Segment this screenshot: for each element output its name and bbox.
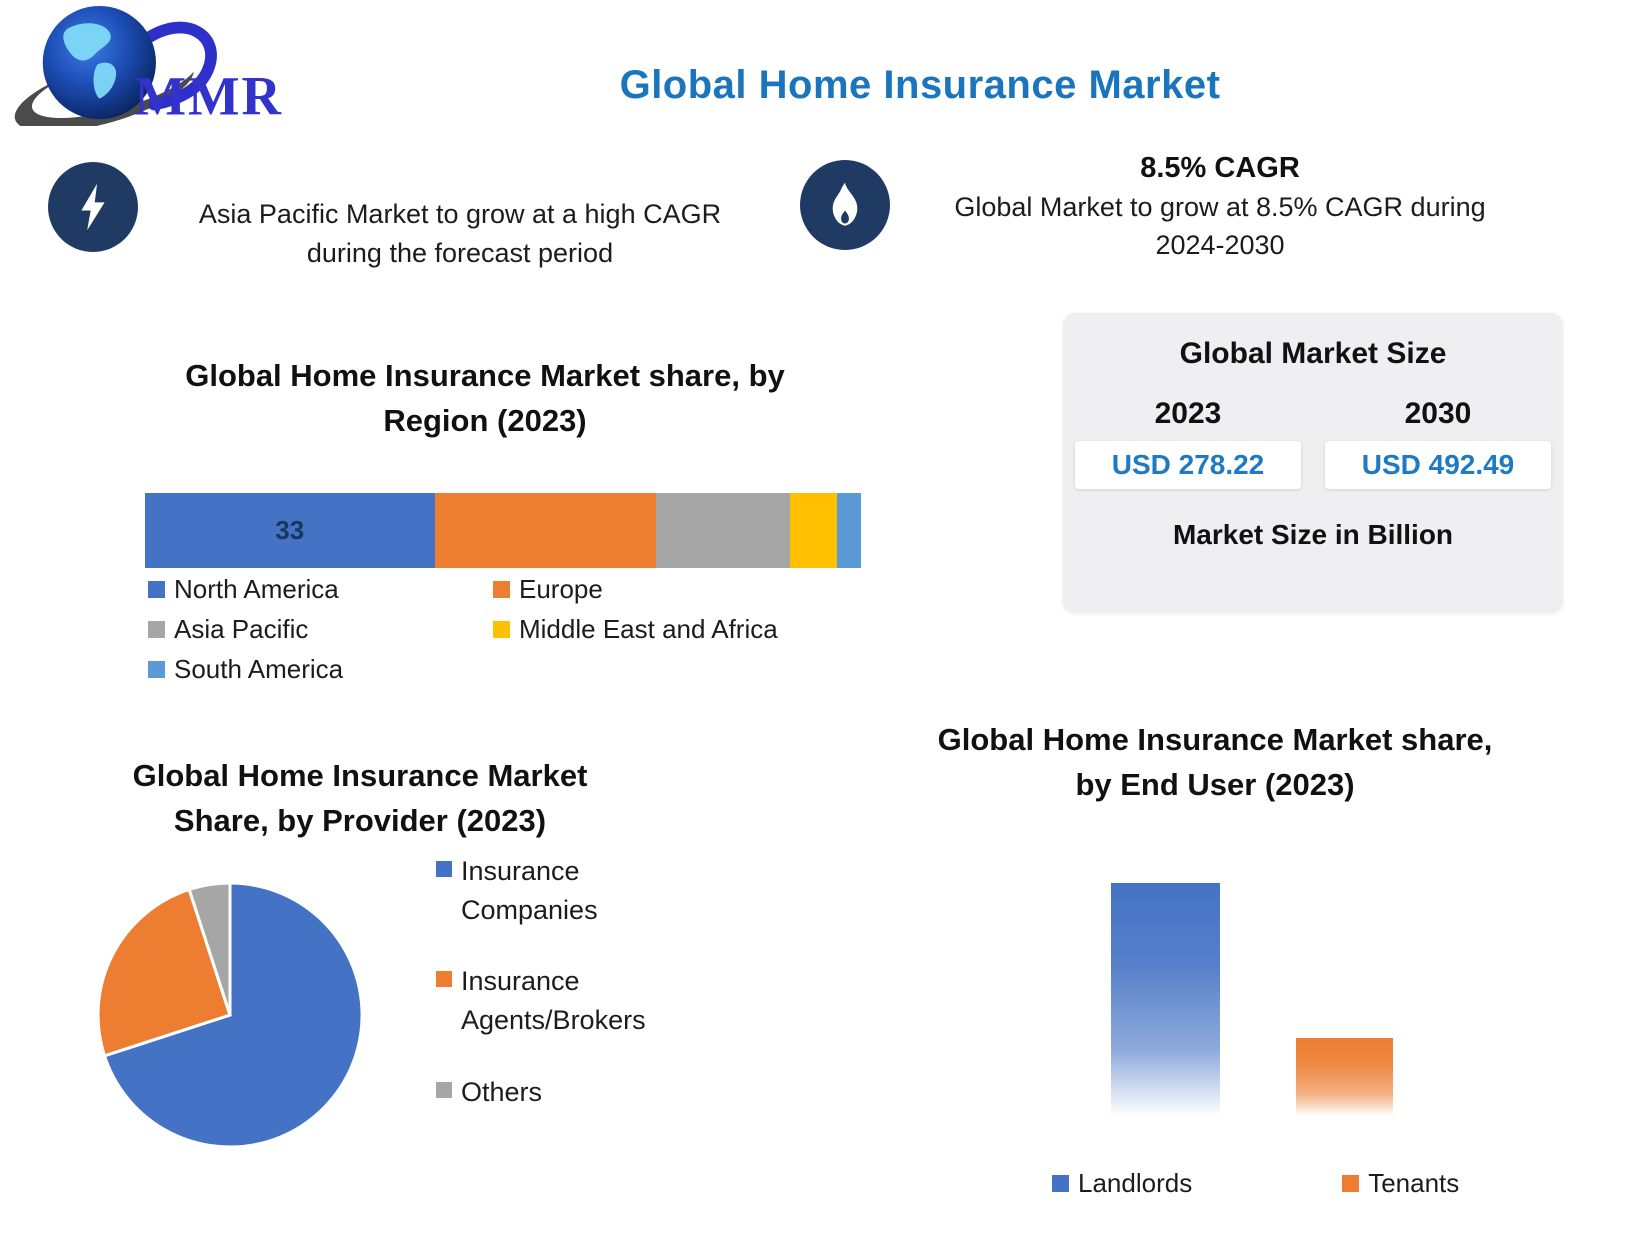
enduser-legend-item-tenants: Tenants — [1342, 1168, 1459, 1199]
market-size-col-2030: 2030 USD 492.49 — [1313, 397, 1563, 489]
lightning-bolt-glyph — [81, 183, 105, 231]
legend-swatch-icon — [148, 581, 165, 598]
provider-pie-chart — [96, 881, 364, 1149]
legend-swatch-icon — [436, 971, 452, 988]
legend-swatch-icon — [148, 621, 165, 638]
logo-text: MMR — [134, 65, 282, 126]
legend-label: Middle East and Africa — [519, 614, 778, 644]
region-legend-item-europe: Europe — [493, 574, 838, 605]
lightning-icon — [48, 162, 138, 252]
callout-cagr: 8.5% CAGR Global Market to grow at 8.5% … — [930, 152, 1510, 265]
market-size-value: USD 278.22 — [1075, 441, 1301, 489]
logo-swoosh-blue — [140, 21, 217, 111]
legend-swatch-icon — [148, 661, 165, 678]
region-bar-segment-north-america: 33 — [145, 493, 435, 568]
legend-swatch-icon — [436, 861, 452, 877]
region-legend-item-asia-pacific: Asia Pacific — [148, 614, 493, 645]
market-size-year: 2030 — [1404, 397, 1472, 430]
enduser-bar-landlords — [1111, 883, 1220, 1116]
provider-chart-title: Global Home Insurance Market Share, by P… — [132, 757, 588, 838]
enduser-legend-item-landlords: Landlords — [1052, 1168, 1192, 1199]
region-chart-title: Global Home Insurance Market share, by R… — [185, 357, 785, 438]
cagr-text: Global Market to grow at 8.5% CAGR durin… — [954, 192, 1486, 260]
globe-continent-south — [93, 62, 117, 99]
legend-label: South America — [174, 654, 344, 684]
enduser-chart-title: Global Home Insurance Market share, by E… — [937, 721, 1493, 802]
provider-legend-item-others: Others — [436, 1073, 691, 1112]
page-title: Global Home Insurance Market — [619, 62, 1221, 107]
region-legend-item-south-america: South America — [148, 654, 493, 685]
enduser-bar-plot — [1000, 876, 1450, 1116]
region-bar-segment-south-america — [837, 493, 861, 568]
legend-label: Insurance Agents/Brokers — [461, 966, 646, 1036]
legend-swatch-icon — [493, 621, 510, 638]
region-legend-item-north-america: North America — [148, 574, 493, 605]
provider-legend-item-insurance-companies: Insurance Companies — [436, 852, 691, 930]
legend-label: Others — [461, 1076, 543, 1107]
market-size-footnote: Market Size in Billion — [1172, 519, 1454, 550]
market-size-title: Global Market Size — [1179, 337, 1447, 370]
cagr-headline: 8.5% CAGR — [1140, 152, 1300, 184]
legend-label: North America — [174, 574, 339, 604]
enduser-legend: Landlords Tenants — [1000, 1168, 1470, 1199]
provider-legend: Insurance Companies Insurance Agents/Brok… — [436, 852, 691, 1144]
pie-slice-insurance-companies — [102, 881, 364, 1149]
legend-swatch-icon — [1052, 1175, 1069, 1192]
region-legend: North America Europe Asia Pacific Middle Ea… — [148, 574, 838, 685]
pie-slice-others — [187, 881, 232, 1016]
legend-swatch-icon — [493, 581, 510, 598]
legend-swatch-icon — [1342, 1175, 1360, 1192]
market-size-box: Global Market Size 2023 USD 278.22 2030 … — [1063, 313, 1563, 613]
legend-label: Insurance Companies — [461, 856, 598, 926]
provider-legend-item-insurance-agents-brokers: Insurance Agents/Brokers — [436, 962, 691, 1040]
region-bar-segment-middle-east-and-africa — [789, 493, 838, 568]
market-size-year: 2023 — [1154, 397, 1222, 430]
region-legend-item-middle-east-and-africa: Middle East and Africa — [493, 614, 838, 645]
region-bar-segment-europe — [434, 493, 656, 568]
market-size-col-2023: 2023 USD 278.22 — [1063, 397, 1313, 489]
legend-swatch-icon — [436, 1081, 452, 1098]
legend-label: Asia Pacific — [174, 614, 309, 644]
pie-slice-insurance-agents-brokers — [96, 887, 232, 1058]
market-size-years-row: 2023 USD 278.22 2030 USD 492.49 — [1063, 397, 1563, 489]
mmr-logo-graphic: MMR — [14, 5, 282, 132]
globe-continent-north — [63, 23, 111, 61]
legend-label: Tenants — [1368, 1168, 1460, 1198]
market-size-value: USD 492.49 — [1325, 441, 1551, 489]
enduser-bar-tenants — [1296, 1038, 1393, 1116]
mmr-logo: MMR — [8, 4, 300, 132]
region-bar-segment-asia-pacific — [655, 493, 790, 568]
region-stacked-bar: 33 — [145, 493, 861, 568]
legend-label: Landlords — [1078, 1168, 1193, 1198]
legend-label: Europe — [519, 574, 603, 604]
flame-icon — [800, 160, 890, 250]
region-bar-data-label: 33 — [275, 515, 305, 545]
flame-glyph — [832, 182, 858, 226]
callout-asia-pacific-text: Asia Pacific Market to grow at a high CA… — [198, 199, 722, 269]
